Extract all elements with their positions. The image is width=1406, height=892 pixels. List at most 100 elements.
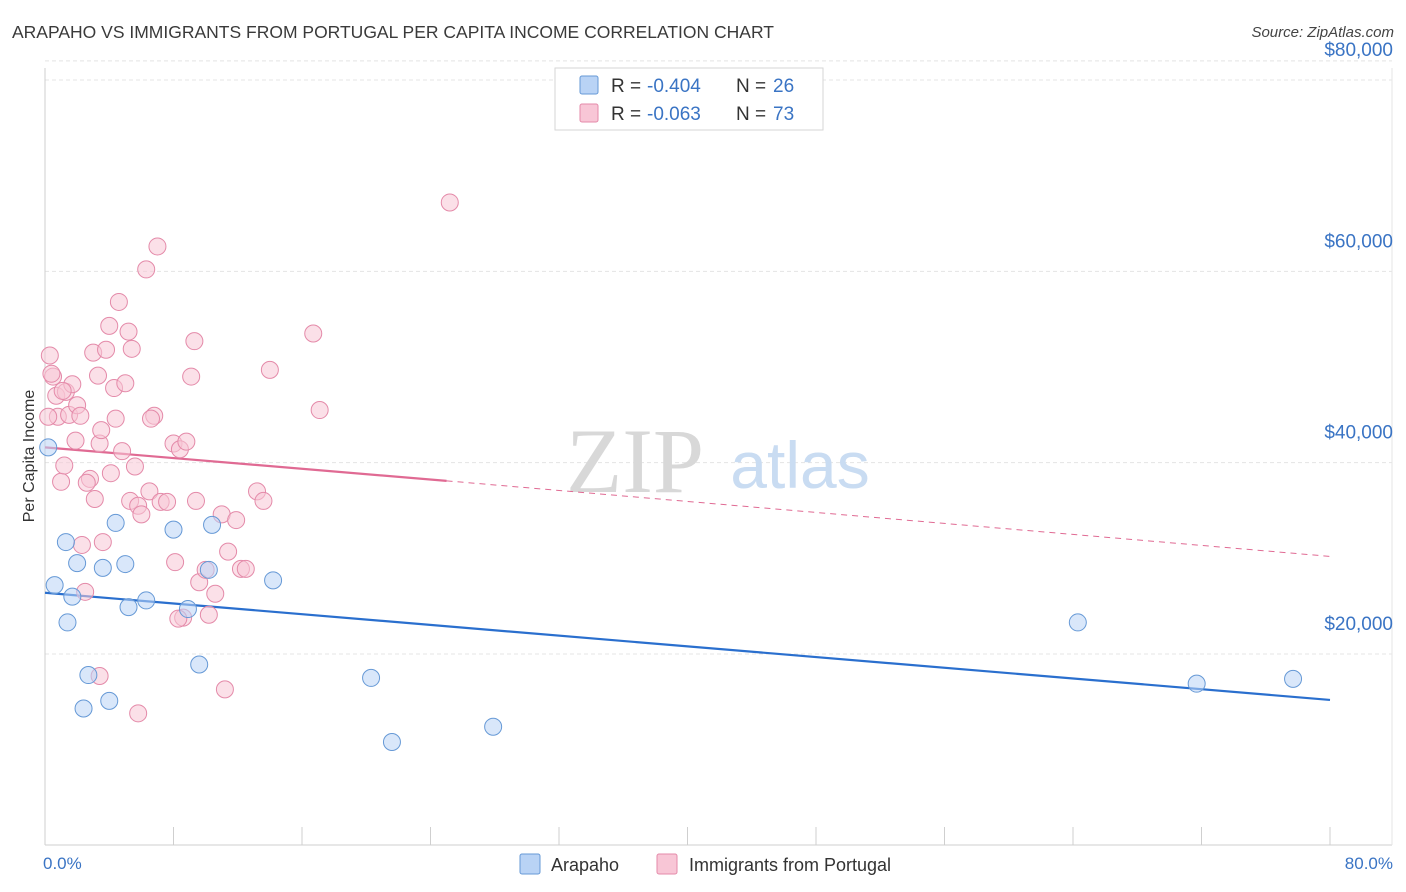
legend-swatch-arapaho — [579, 75, 599, 95]
point-portugal — [89, 366, 108, 385]
point-portugal — [148, 237, 167, 256]
point-arapaho — [68, 554, 87, 573]
y-tick-label: $20,000 — [1324, 614, 1393, 635]
x-tick-label: 0.0% — [43, 854, 82, 873]
point-portugal — [129, 704, 148, 723]
point-arapaho — [39, 438, 58, 457]
point-arapaho — [382, 733, 401, 752]
y-tick-label: $40,000 — [1324, 423, 1393, 444]
legend-r-label: R = — [611, 76, 641, 97]
trend-lines — [44, 446, 1331, 702]
point-portugal — [39, 407, 58, 426]
point-portugal — [132, 505, 151, 524]
point-arapaho — [264, 571, 283, 590]
point-portugal — [166, 553, 185, 572]
point-arapaho — [106, 513, 125, 532]
point-portugal — [101, 464, 120, 483]
point-arapaho — [119, 598, 138, 617]
point-portugal — [206, 584, 225, 603]
tick-labels: $20,000 $40,000 $60,000 $80,000 0.0% 80.0% — [43, 40, 1393, 873]
point-portugal — [158, 492, 177, 511]
legend-r-value: -0.404 — [647, 76, 701, 97]
legend-n-label: N = — [736, 104, 766, 125]
point-portugal — [125, 457, 144, 476]
point-portugal — [106, 409, 125, 428]
point-portugal — [310, 401, 329, 420]
point-arapaho — [362, 668, 381, 687]
y-tick-label: $80,000 — [1324, 40, 1393, 61]
point-arapaho — [1187, 674, 1206, 693]
point-portugal — [92, 421, 111, 440]
data-points — [39, 193, 1303, 752]
y-tick-label: $60,000 — [1324, 231, 1393, 252]
source-label: Source: ZipAtlas.com — [1251, 24, 1394, 41]
point-arapaho — [1068, 613, 1087, 632]
point-portugal — [186, 491, 205, 510]
point-arapaho — [58, 613, 77, 632]
point-portugal — [440, 193, 459, 212]
legend-label-portugal: Immigrants from Portugal — [689, 855, 891, 875]
point-portugal — [140, 482, 159, 501]
legend-n-label: N = — [736, 76, 766, 97]
point-portugal — [219, 542, 238, 561]
legend-r-value: -0.063 — [647, 104, 701, 125]
point-arapaho — [74, 699, 93, 718]
point-portugal — [116, 374, 135, 393]
legend-n-value: 73 — [773, 104, 794, 125]
point-portugal — [93, 533, 112, 552]
point-portugal — [71, 406, 90, 425]
trend-line-arapaho — [44, 591, 1331, 702]
trend-line-portugal-extension — [446, 480, 1331, 557]
point-portugal — [100, 316, 119, 335]
point-portugal — [40, 346, 59, 365]
point-portugal — [55, 456, 74, 475]
y-axis-label: Per Capita Income — [21, 390, 38, 523]
point-portugal — [215, 680, 234, 699]
watermark-atlas: atlas — [730, 428, 869, 502]
trend-line-portugal — [44, 446, 447, 482]
point-arapaho — [45, 576, 64, 595]
legend-label-arapaho: Arapaho — [551, 855, 619, 875]
point-arapaho — [1284, 669, 1303, 688]
x-tick-label: 80.0% — [1345, 854, 1393, 873]
point-arapaho — [190, 655, 209, 674]
point-portugal — [177, 432, 196, 451]
point-arapaho — [116, 555, 135, 574]
point-arapaho — [56, 533, 75, 552]
point-portugal — [137, 260, 156, 279]
legend-box — [554, 67, 824, 131]
point-portugal — [236, 559, 255, 578]
point-portugal — [199, 605, 218, 624]
point-portugal — [119, 322, 138, 341]
point-arapaho — [93, 558, 112, 577]
point-portugal — [52, 472, 71, 491]
point-arapaho — [164, 520, 183, 539]
legend-n-value: 26 — [773, 76, 794, 97]
point-portugal — [113, 442, 132, 461]
point-portugal — [254, 491, 273, 510]
watermark-zip: ZIP — [566, 410, 704, 512]
point-portugal — [97, 340, 116, 359]
watermark: ZIP atlas — [566, 410, 870, 512]
point-portugal — [77, 473, 96, 492]
legend-swatch-portugal — [579, 103, 599, 123]
point-arapaho — [484, 717, 503, 736]
point-arapaho — [100, 691, 119, 710]
point-arapaho — [137, 591, 156, 610]
legend-swatch-portugal — [656, 853, 678, 875]
point-portugal — [185, 332, 204, 351]
point-portugal — [142, 409, 161, 428]
point-arapaho — [63, 587, 82, 606]
point-portugal — [53, 381, 72, 400]
point-portugal — [182, 367, 201, 386]
point-portugal — [260, 360, 279, 379]
grid-lines — [45, 60, 1392, 655]
point-arapaho — [79, 666, 98, 685]
axes — [44, 68, 1393, 846]
point-portugal — [304, 324, 323, 343]
point-arapaho — [178, 600, 197, 619]
point-portugal — [122, 339, 141, 358]
point-arapaho — [203, 515, 222, 534]
point-portugal — [227, 511, 246, 530]
